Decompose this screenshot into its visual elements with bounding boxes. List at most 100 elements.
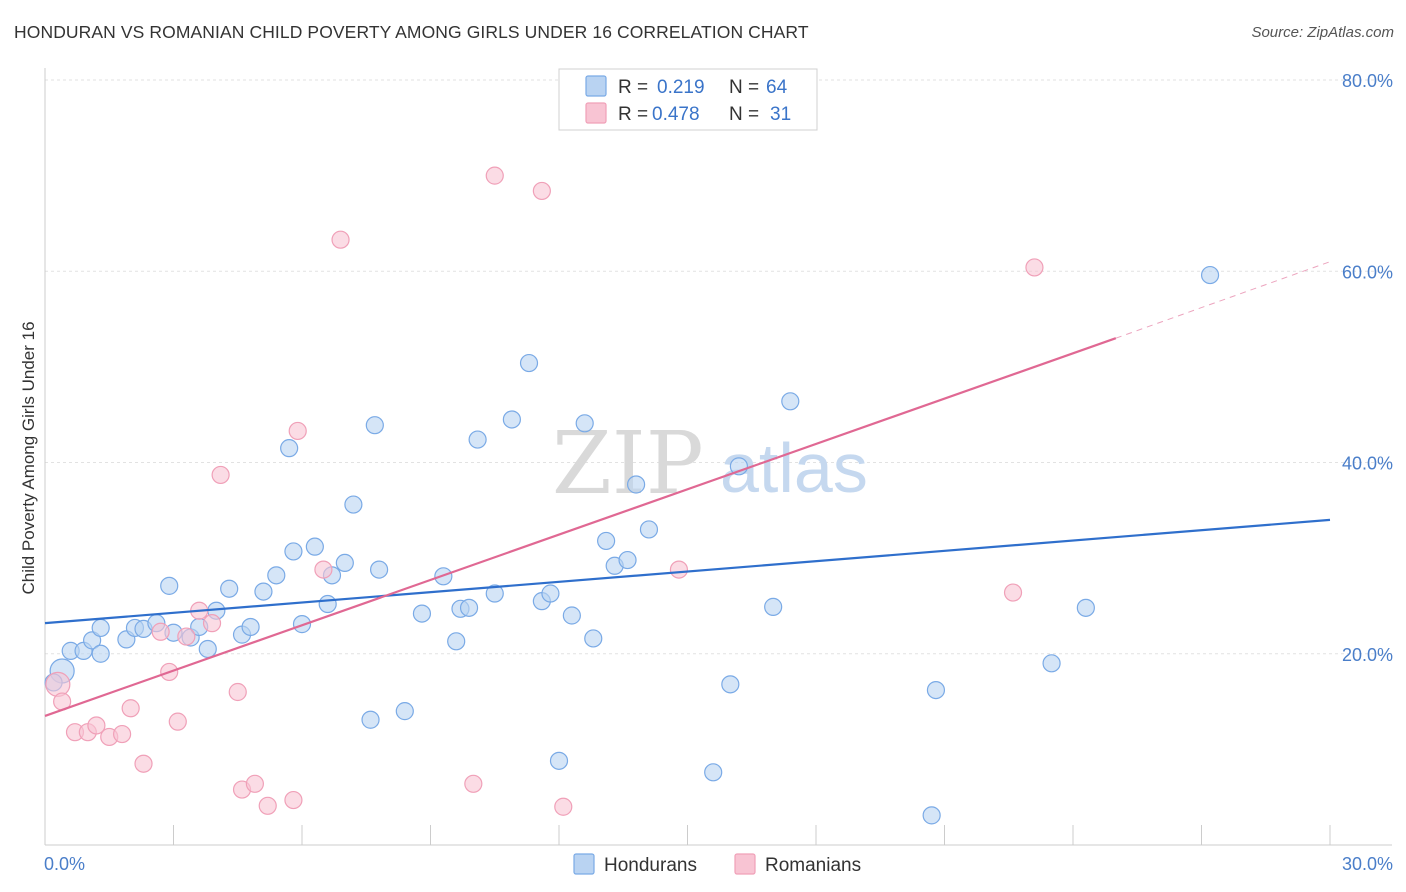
x-tick-label-1: 30.0% bbox=[1342, 854, 1393, 874]
bottom-legend-swatch-romanians bbox=[734, 853, 756, 875]
point-hondurans-52 bbox=[626, 475, 646, 494]
tick-labels: 20.0% 40.0% 60.0% 80.0% 0.0% 30.0% bbox=[44, 71, 1393, 874]
point-hondurans-22 bbox=[280, 439, 299, 458]
point-romanians-27 bbox=[554, 797, 573, 816]
point-hondurans-25 bbox=[305, 537, 324, 556]
point-romanians-8 bbox=[134, 754, 153, 773]
legend-n-label-romanians: N = bbox=[729, 104, 759, 125]
point-romanians-14 bbox=[202, 614, 222, 633]
legend-swatch-romanians bbox=[585, 102, 607, 124]
point-romanians-7 bbox=[121, 699, 140, 718]
bottom-legend: Hondurans Romanians bbox=[573, 853, 861, 876]
point-romanians-29 bbox=[1003, 583, 1023, 602]
grid-lines bbox=[45, 79, 1392, 655]
point-romanians-6 bbox=[112, 724, 132, 744]
point-romanians-28 bbox=[669, 560, 689, 579]
point-romanians-18 bbox=[245, 774, 264, 793]
legend-r-value-hondurans: 0.219 bbox=[657, 77, 705, 98]
point-hondurans-51 bbox=[618, 550, 637, 570]
point-hondurans-46 bbox=[562, 606, 581, 625]
point-romanians-11 bbox=[168, 712, 187, 731]
point-hondurans-5 bbox=[91, 618, 110, 638]
point-hondurans-60 bbox=[922, 806, 941, 825]
point-hondurans-39 bbox=[468, 430, 487, 449]
trend-line-hondurans bbox=[44, 518, 1331, 625]
point-romanians-25 bbox=[485, 166, 504, 185]
point-hondurans-57 bbox=[764, 597, 783, 616]
legend-n-label-hondurans: N = bbox=[729, 77, 759, 98]
point-romanians-4 bbox=[87, 716, 106, 735]
trend-extension-romanians bbox=[1115, 261, 1331, 339]
point-hondurans-45 bbox=[549, 751, 569, 770]
point-hondurans-38 bbox=[459, 598, 479, 617]
point-romanians-21 bbox=[288, 421, 307, 441]
series-hondurans-points bbox=[44, 265, 1220, 825]
y-tick-label-1: 40.0% bbox=[1342, 454, 1393, 474]
legend-r-label-hondurans: R = bbox=[618, 77, 648, 98]
legend-n-value-romanians: 31 bbox=[770, 104, 791, 125]
point-hondurans-17 bbox=[220, 579, 239, 598]
point-hondurans-63 bbox=[1200, 265, 1220, 285]
point-hondurans-15 bbox=[198, 639, 217, 659]
point-hondurans-26 bbox=[318, 594, 337, 614]
point-hondurans-23 bbox=[284, 542, 303, 561]
point-romanians-15 bbox=[211, 465, 230, 485]
point-hondurans-31 bbox=[365, 416, 384, 435]
y-tick-label-3: 80.0% bbox=[1342, 71, 1393, 91]
point-romanians-24 bbox=[464, 774, 483, 793]
point-hondurans-49 bbox=[597, 531, 616, 551]
point-hondurans-62 bbox=[1076, 598, 1095, 617]
data-points bbox=[44, 166, 1220, 825]
point-hondurans-40 bbox=[485, 584, 504, 603]
point-romanians-23 bbox=[331, 230, 350, 249]
point-hondurans-36 bbox=[447, 632, 466, 651]
point-hondurans-34 bbox=[412, 604, 432, 623]
axes bbox=[44, 68, 1392, 846]
trend-lines bbox=[44, 261, 1331, 717]
source-credit: Source: ZipAtlas.com bbox=[1251, 24, 1394, 41]
legend-n-value-hondurans: 64 bbox=[766, 77, 788, 98]
trend-line-romanians bbox=[44, 337, 1117, 717]
point-hondurans-41 bbox=[502, 410, 521, 429]
point-hondurans-48 bbox=[584, 629, 603, 648]
chart-title: HONDURAN VS ROMANIAN CHILD POVERTY AMONG… bbox=[14, 22, 809, 42]
legend-r-label-romanians: R = bbox=[618, 104, 648, 125]
point-hondurans-42 bbox=[519, 353, 539, 373]
point-hondurans-61 bbox=[1042, 654, 1061, 673]
point-hondurans-33 bbox=[395, 702, 414, 721]
point-romanians-30 bbox=[1025, 258, 1044, 277]
point-hondurans-29 bbox=[344, 495, 363, 514]
point-hondurans-28 bbox=[335, 553, 354, 573]
watermark-zip: ZIP bbox=[552, 414, 704, 514]
point-hondurans-32 bbox=[370, 560, 389, 579]
point-hondurans-44 bbox=[541, 584, 560, 603]
y-tick-label-0: 20.0% bbox=[1342, 645, 1393, 665]
point-romanians-16 bbox=[228, 682, 247, 702]
point-hondurans-11 bbox=[160, 576, 179, 595]
point-romanians-0 bbox=[45, 671, 71, 697]
point-hondurans-30 bbox=[361, 710, 380, 729]
point-hondurans-47 bbox=[575, 414, 594, 433]
legend: R = 0.219 N = 64 R = 0.478 N = 31 bbox=[558, 68, 818, 131]
point-hondurans-58 bbox=[781, 392, 800, 411]
point-romanians-22 bbox=[314, 560, 333, 579]
point-hondurans-59 bbox=[926, 680, 946, 700]
point-romanians-19 bbox=[258, 796, 277, 815]
bottom-legend-swatch-hondurans bbox=[573, 853, 595, 875]
y-axis-label: Child Poverty Among Girls Under 16 bbox=[19, 321, 38, 594]
point-romanians-26 bbox=[532, 181, 551, 201]
point-romanians-12 bbox=[177, 627, 196, 646]
point-hondurans-55 bbox=[721, 675, 740, 694]
x-tick-label-0: 0.0% bbox=[44, 854, 85, 874]
point-hondurans-19 bbox=[241, 617, 260, 637]
bottom-legend-label-romanians: Romanians bbox=[765, 855, 861, 876]
point-hondurans-4 bbox=[83, 631, 102, 650]
point-romanians-9 bbox=[151, 622, 170, 641]
watermark: ZIP atlas bbox=[552, 414, 868, 514]
point-hondurans-20 bbox=[254, 582, 273, 601]
point-hondurans-53 bbox=[639, 520, 659, 539]
y-tick-label-2: 60.0% bbox=[1342, 262, 1393, 282]
legend-swatch-hondurans bbox=[585, 75, 607, 97]
series-romanians-points bbox=[45, 166, 1044, 816]
